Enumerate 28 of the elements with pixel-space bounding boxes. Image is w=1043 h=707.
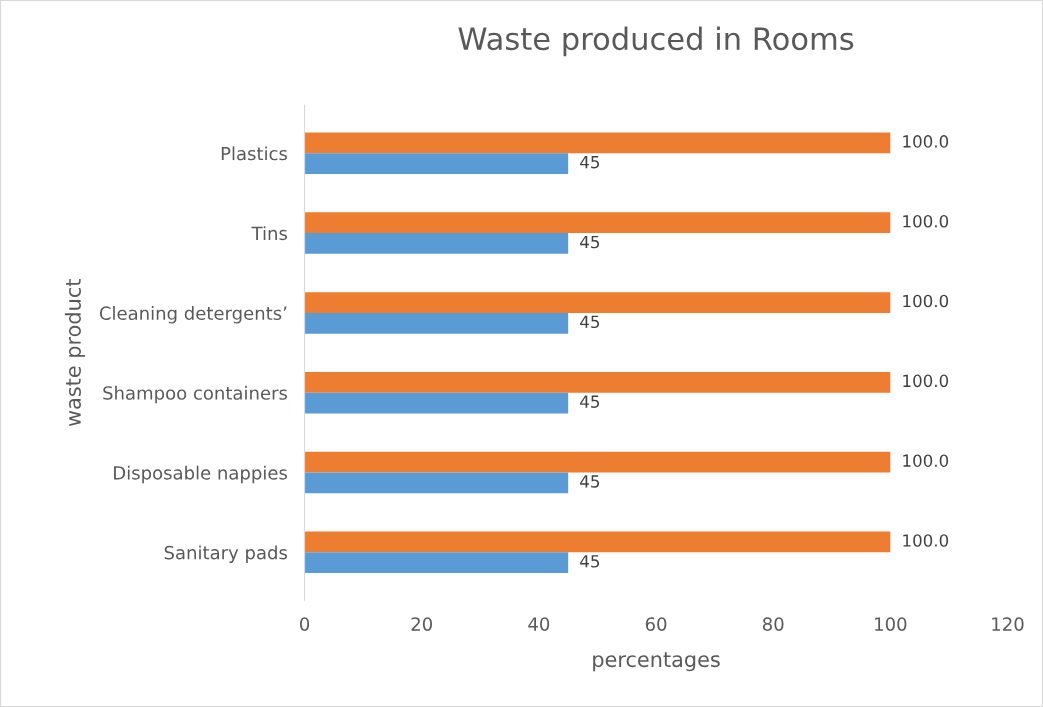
data-label: 100.0 — [903, 135, 949, 148]
data-label: 45 — [580, 555, 600, 568]
chart-title: Waste produced in Rooms — [458, 26, 854, 57]
x-axis-title: percentages — [593, 652, 720, 672]
x-tick-label: 20 — [411, 617, 433, 631]
data-label: 45 — [580, 156, 600, 169]
data-label: 100.0 — [903, 294, 949, 308]
data-label: 45 — [580, 315, 600, 329]
y-tick-label: Disposable nappies — [114, 465, 287, 484]
x-tick-label: 40 — [528, 617, 550, 631]
data-label: 100.0 — [903, 374, 949, 388]
data-label: 45 — [580, 395, 600, 408]
data-label: 45 — [580, 475, 600, 488]
data-label: 45 — [580, 235, 600, 249]
y-tick-label: Sanitary pads — [164, 545, 288, 563]
x-tick-label: 0 — [300, 617, 310, 631]
y-tick-label: Shampoo containers — [103, 385, 288, 404]
x-tick-label: 60 — [645, 617, 667, 631]
data-label: 100.0 — [903, 214, 949, 228]
y-tick-label: Plastics — [221, 146, 288, 161]
data-label: 100.0 — [903, 534, 949, 547]
x-tick-label: 100 — [875, 617, 907, 631]
y-axis-title: waste product — [64, 279, 85, 427]
x-tick-label: 80 — [762, 617, 784, 631]
data-label: 100.0 — [903, 454, 949, 467]
y-tick-label: Tins — [251, 226, 288, 241]
x-tick-label: 120 — [992, 617, 1024, 631]
y-tick-label: Cleaning detergents’ — [99, 306, 287, 324]
